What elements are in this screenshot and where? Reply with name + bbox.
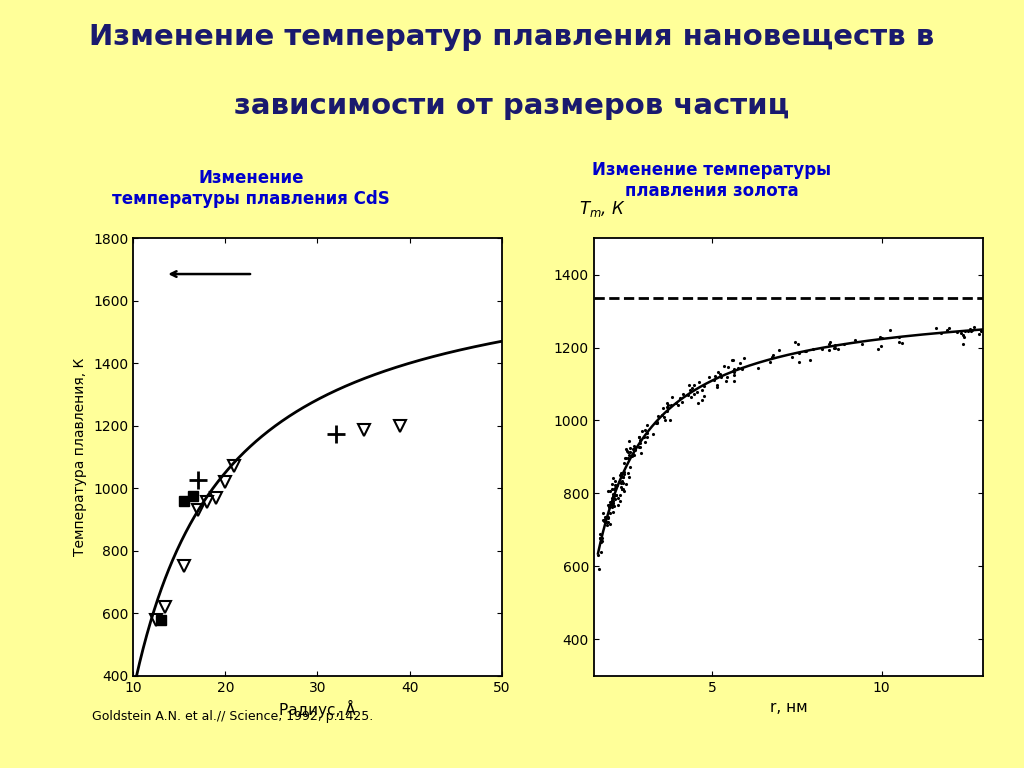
Text: Изменение температур плавления нановеществ в: Изменение температур плавления нановещес… — [89, 23, 935, 51]
Text: Изменение
температуры плавления CdS: Изменение температуры плавления CdS — [112, 169, 390, 208]
Y-axis label: Температура плавления, К: Температура плавления, К — [74, 358, 87, 556]
Text: Goldstein A.N. et al.// Science, 1992, p.1425.: Goldstein A.N. et al.// Science, 1992, p… — [92, 710, 374, 723]
Text: $T_m$, К: $T_m$, К — [579, 199, 626, 219]
X-axis label: Радиус, Å: Радиус, Å — [280, 700, 355, 718]
Text: зависимости от размеров частиц: зависимости от размеров частиц — [234, 92, 790, 120]
Text: Изменение температуры
плавления золота: Изменение температуры плавления золота — [592, 161, 831, 200]
X-axis label: r, нм: r, нм — [770, 700, 807, 715]
